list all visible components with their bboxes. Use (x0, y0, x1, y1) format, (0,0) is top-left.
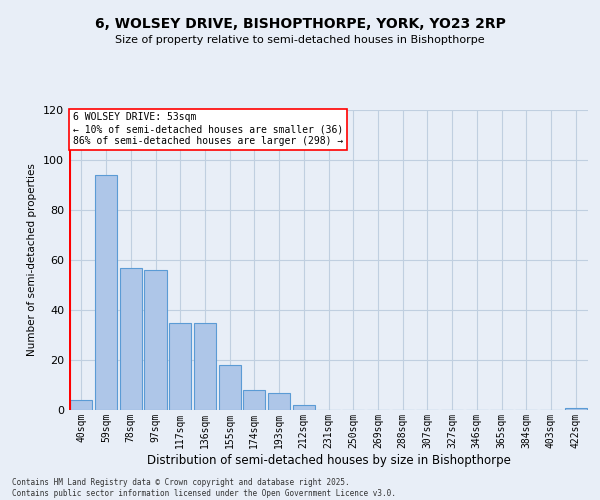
Text: 6, WOLSEY DRIVE, BISHOPTHORPE, YORK, YO23 2RP: 6, WOLSEY DRIVE, BISHOPTHORPE, YORK, YO2… (95, 18, 505, 32)
X-axis label: Distribution of semi-detached houses by size in Bishopthorpe: Distribution of semi-detached houses by … (146, 454, 511, 466)
Y-axis label: Number of semi-detached properties: Number of semi-detached properties (28, 164, 37, 356)
Bar (145, 270, 167, 410)
Bar (268, 392, 290, 410)
Bar (194, 322, 216, 410)
Bar (565, 408, 587, 410)
Bar (218, 365, 241, 410)
Bar (243, 390, 265, 410)
Text: Size of property relative to semi-detached houses in Bishopthorpe: Size of property relative to semi-detach… (115, 35, 485, 45)
Bar (70, 400, 92, 410)
Bar (95, 175, 117, 410)
Text: 6 WOLSEY DRIVE: 53sqm
← 10% of semi-detached houses are smaller (36)
86% of semi: 6 WOLSEY DRIVE: 53sqm ← 10% of semi-deta… (73, 112, 343, 146)
Bar (119, 268, 142, 410)
Bar (293, 405, 315, 410)
Text: Contains HM Land Registry data © Crown copyright and database right 2025.
Contai: Contains HM Land Registry data © Crown c… (12, 478, 396, 498)
Bar (169, 322, 191, 410)
